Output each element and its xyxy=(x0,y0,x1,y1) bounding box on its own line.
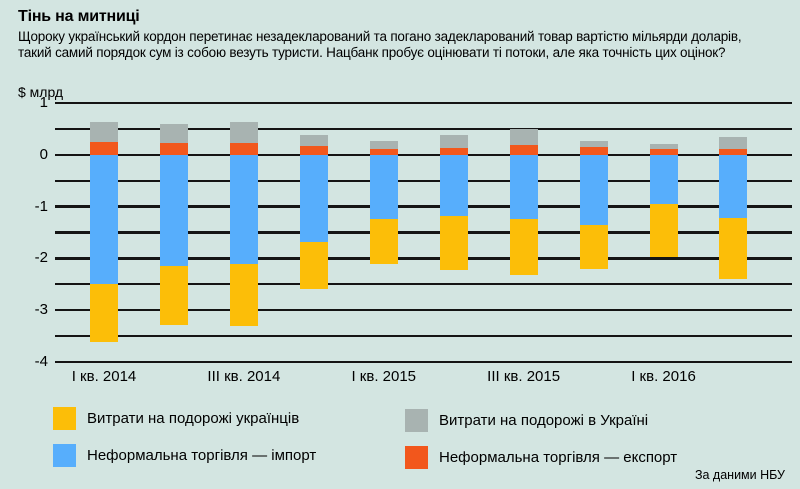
bar-segment xyxy=(439,216,468,270)
bar-segment xyxy=(159,265,188,325)
x-tick-label: І кв. 2016 xyxy=(631,368,696,385)
y-tick-label: 0 xyxy=(39,145,48,163)
bar-segment xyxy=(439,148,468,155)
bar-segment xyxy=(579,154,608,225)
bar-segment xyxy=(649,204,678,258)
bar-segment xyxy=(439,135,468,149)
bar-segment xyxy=(579,147,608,155)
legend-item-informal-export: Неформальна торгівля — експорт xyxy=(405,446,677,469)
gridline xyxy=(55,153,792,156)
bar-segment xyxy=(229,121,258,143)
bar-segment xyxy=(299,154,328,242)
bar-segment xyxy=(649,154,678,204)
bar-segment xyxy=(369,148,398,155)
y-tick-label: -3 xyxy=(34,301,48,319)
bar-segment xyxy=(90,142,118,155)
bar-segment xyxy=(719,217,748,280)
subtitle-line-2: такий самий порядок сум із собою везуть … xyxy=(18,45,726,60)
y-tick-label: -1 xyxy=(34,197,48,215)
legend-swatch-yellow xyxy=(53,407,76,430)
gridline xyxy=(55,127,792,131)
bar-segment xyxy=(509,154,538,220)
bar-segment xyxy=(159,142,188,155)
x-tick-label: ІІІ кв. 2015 xyxy=(487,368,561,385)
bar-segment xyxy=(229,142,258,155)
bar-segment xyxy=(90,154,118,285)
gridline xyxy=(55,334,792,338)
bar-segment xyxy=(90,284,118,343)
y-tick-label: -2 xyxy=(34,249,48,267)
bar-segment xyxy=(719,149,748,155)
legend-item-informal-import: Неформальна торгівля — імпорт xyxy=(53,444,316,467)
bar-segment xyxy=(299,241,328,289)
chart-title: Тінь на митниці xyxy=(18,8,140,25)
bar-segment xyxy=(649,149,678,155)
bar-segment xyxy=(229,154,258,264)
source-note: За даними НБУ xyxy=(694,468,785,482)
chart-subtitle: Щороку український кордон перетинає неза… xyxy=(18,29,780,61)
bar-segment xyxy=(299,134,328,146)
gridline xyxy=(55,205,792,208)
gridline xyxy=(55,283,792,286)
bar-segment xyxy=(649,143,678,150)
bar-segment xyxy=(299,145,328,155)
bar-segment xyxy=(369,219,398,264)
bar-segment xyxy=(719,136,748,150)
y-axis-unit-label: $ млрд xyxy=(18,84,64,100)
legend-label: Неформальна торгівля — імпорт xyxy=(87,447,317,464)
gridline xyxy=(55,101,792,105)
legend-swatch-gray xyxy=(405,409,428,432)
subtitle-line-1: Щороку український кордон перетинає неза… xyxy=(18,29,742,44)
bar-segment xyxy=(579,224,608,269)
y-tick-label: 1 xyxy=(39,94,48,111)
bar-segment xyxy=(159,123,188,143)
bar-segment xyxy=(229,263,258,326)
bar-segment xyxy=(90,122,118,143)
legend-swatch-orange xyxy=(405,446,428,469)
bar-segment xyxy=(439,154,468,217)
bar-segment xyxy=(369,140,398,149)
legend-label: Витрати на подорожі українців xyxy=(87,410,300,427)
gridline xyxy=(55,179,792,182)
legend-swatch-blue xyxy=(53,444,76,467)
bar-segment xyxy=(509,129,538,146)
bar-segment xyxy=(159,154,188,266)
gridline xyxy=(55,309,792,312)
gridline xyxy=(55,257,792,260)
x-tick-label: І кв. 2014 xyxy=(71,368,137,385)
x-tick-label: ІІІ кв. 2014 xyxy=(207,368,281,385)
bar-segment xyxy=(579,140,608,148)
legend-label: Неформальна торгівля — експорт xyxy=(439,449,678,466)
y-tick-label: -4 xyxy=(34,353,48,370)
gridline xyxy=(55,231,792,234)
bar-segment xyxy=(509,219,538,276)
legend-item-travel-ukrainians: Витрати на подорожі українців xyxy=(53,407,299,430)
x-tick-label: І кв. 2015 xyxy=(351,368,417,385)
gridline xyxy=(55,360,792,364)
bar-segment xyxy=(369,154,398,220)
bar-segment xyxy=(719,154,748,218)
legend-label: Витрати на подорожі в Україні xyxy=(439,412,649,429)
bar-segment xyxy=(509,145,538,155)
legend-item-travel-in-ukraine: Витрати на подорожі в Україні xyxy=(405,409,648,432)
